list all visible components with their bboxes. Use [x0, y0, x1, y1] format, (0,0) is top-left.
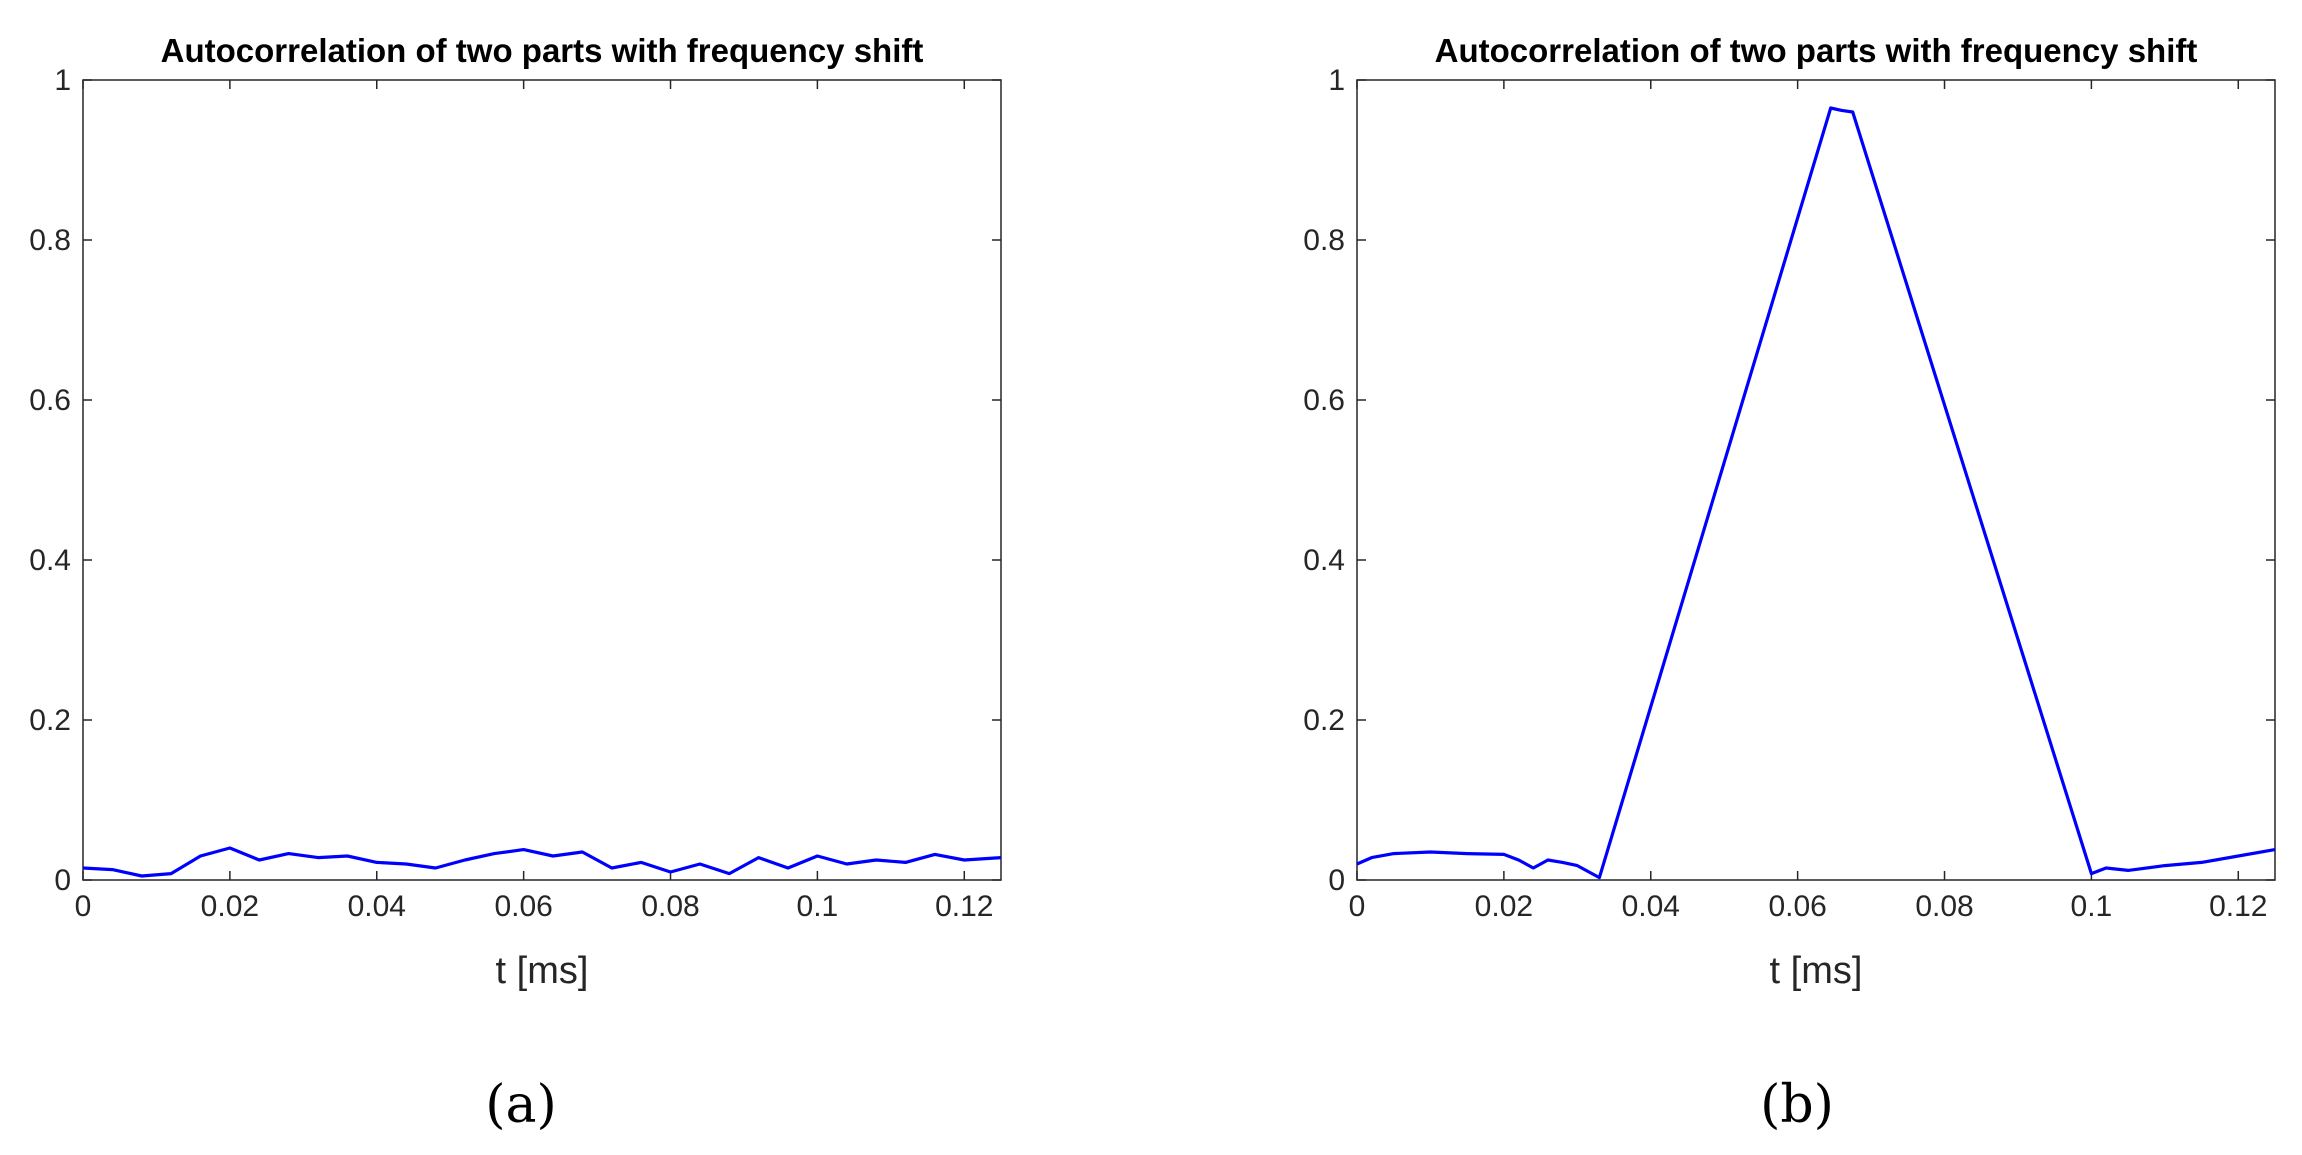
y-tick-label: 0.8 — [29, 224, 71, 257]
y-tick-label: 1 — [1328, 64, 1345, 97]
series-line — [1356, 106, 2276, 880]
x-tick-label: 0.06 — [1768, 890, 1826, 923]
chart-a: Autocorrelation of two parts with freque… — [29, 32, 1002, 992]
x-tick-label: 0.04 — [348, 890, 406, 923]
x-tick-label: 0.1 — [797, 890, 839, 923]
series-line — [82, 846, 1002, 878]
panel-label-b: (b) — [1760, 1075, 1834, 1135]
chart-title: Autocorrelation of two parts with freque… — [1435, 32, 2198, 69]
x-tick-label: 0 — [1349, 890, 1366, 923]
y-tick-label: 0.4 — [29, 544, 71, 577]
x-tick-label: 0.06 — [494, 890, 552, 923]
x-axis-label: t [ms] — [496, 950, 589, 992]
x-tick-label: 0.12 — [935, 890, 993, 923]
series-layer — [82, 846, 1002, 878]
x-tick-label: 0.08 — [1915, 890, 1973, 923]
y-tick-label: 0.2 — [29, 704, 71, 737]
x-axis-label: t [ms] — [1770, 950, 1863, 992]
plot-area — [1356, 79, 2276, 881]
x-tick-label: 0 — [75, 890, 92, 923]
chart-title: Autocorrelation of two parts with freque… — [161, 32, 924, 69]
y-tick-label: 0.8 — [1303, 224, 1345, 257]
chart-b: Autocorrelation of two parts with freque… — [1303, 32, 2276, 992]
x-tick-label: 0.04 — [1622, 890, 1680, 923]
panel-label-a: (a) — [485, 1075, 557, 1135]
y-tick-label: 0.6 — [1303, 384, 1345, 417]
y-axis: 0 0.2 0.4 0.6 0.8 1 — [29, 64, 1001, 897]
y-tick-label: 0.2 — [1303, 704, 1345, 737]
series-layer — [1356, 106, 2276, 880]
x-tick-label: 0.1 — [2071, 890, 2113, 923]
x-tick-label: 0.12 — [2209, 890, 2267, 923]
x-tick-label: 0.02 — [201, 890, 259, 923]
y-tick-label: 0.4 — [1303, 544, 1345, 577]
plot-area — [82, 79, 1002, 881]
y-axis: 0 0.2 0.4 0.6 0.8 1 — [1303, 64, 2275, 897]
x-axis: 0 0.02 0.04 0.06 0.08 0.1 0.12 — [75, 80, 993, 923]
x-axis: 0 0.02 0.04 0.06 0.08 0.1 0.12 — [1349, 80, 2267, 923]
y-tick-label: 0.6 — [29, 384, 71, 417]
x-tick-label: 0.02 — [1475, 890, 1533, 923]
y-tick-label: 1 — [54, 64, 71, 97]
x-tick-label: 0.08 — [641, 890, 699, 923]
y-tick-label: 0 — [54, 864, 71, 897]
y-tick-label: 0 — [1328, 864, 1345, 897]
